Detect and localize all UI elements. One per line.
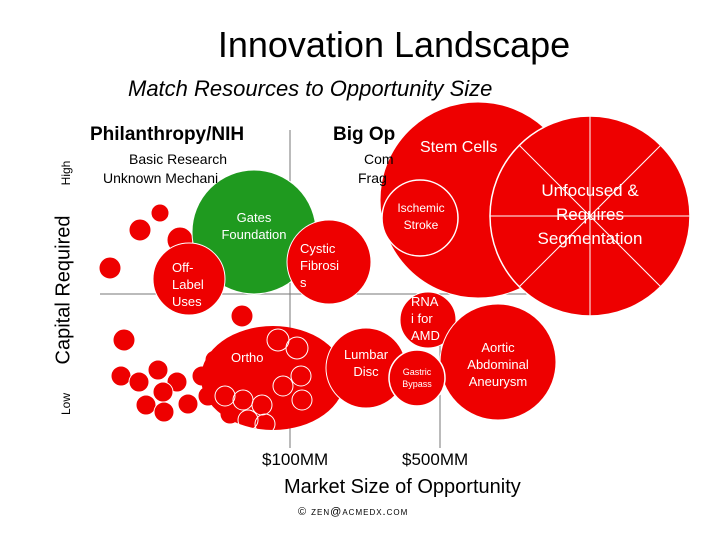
- unfocused-label-1: Unfocused &: [541, 181, 639, 200]
- y-axis-high-label: High: [59, 160, 73, 186]
- cystic-fibrosis-bubble: [286, 219, 372, 305]
- gates-foundation-label-1: Gates: [236, 210, 272, 225]
- aortic-aneurysm-label-1: Aortic: [481, 340, 515, 355]
- small-bubble: [98, 256, 122, 280]
- ischemic-stroke-bubble: [381, 179, 459, 257]
- x-tick-100mm: $100MM: [262, 450, 329, 469]
- stem-cells-label: Stem Cells: [420, 139, 498, 156]
- rnai-amd-label-1: RNA: [411, 294, 439, 309]
- unfocused-label-3: Segmentation: [537, 229, 643, 248]
- cystic-fibrosis-label-2: Fibrosi: [300, 258, 340, 273]
- off-label-label-1: Off-: [172, 260, 194, 275]
- rnai-amd-bubble: [399, 291, 457, 349]
- rnai-amd-label-3: AMD: [411, 328, 440, 343]
- quadrant-top-right-line2: Frag: [358, 170, 387, 186]
- x-tick-500mm: $500MM: [402, 450, 469, 469]
- quadrant-top-left-heading: Philanthropy/NIH: [90, 124, 245, 145]
- small-bubble: [153, 401, 175, 423]
- small-bubble: [177, 393, 199, 415]
- quadrant-top-left-line2: Unknown Mechani: [103, 170, 219, 186]
- y-axis-low-label: Low: [59, 392, 73, 416]
- aortic-aneurysm-label-3: Aneurysm: [468, 374, 528, 389]
- copyright-notice: © zen@acmedx.com: [298, 506, 409, 518]
- aortic-aneurysm-label-2: Abdominal: [467, 357, 529, 372]
- ortho-label: Ortho: [231, 350, 264, 365]
- off-label-label-2: Label: [172, 277, 204, 292]
- gastric-bypass-label-2: Bypass: [402, 379, 432, 389]
- quadrant-top-right-heading: Big Op: [333, 124, 396, 145]
- small-bubble: [128, 371, 150, 393]
- unfocused-label-2: Requires: [555, 205, 625, 224]
- y-axis-label: Capital Required: [52, 215, 75, 365]
- lumbar-disc-label-1: Lumbar: [343, 347, 389, 362]
- small-bubble: [147, 359, 169, 381]
- small-bubble: [230, 304, 254, 328]
- cystic-fibrosis-label-3: s: [300, 275, 307, 290]
- small-bubble: [150, 203, 170, 223]
- off-label-bubble: [152, 242, 226, 316]
- unfocused-segments: [490, 116, 690, 316]
- gastric-bypass-bubble: [388, 349, 446, 407]
- small-bubble: [128, 218, 152, 242]
- off-label-label-3: Uses: [172, 294, 202, 309]
- ischemic-stroke-label-1: Ischemic: [397, 201, 445, 215]
- quadrant-top-left-line1: Basic Research: [129, 151, 228, 167]
- slide-title: Innovation Landscape: [217, 24, 571, 65]
- cystic-fibrosis-label-1: Cystic: [300, 241, 336, 256]
- small-bubble: [135, 394, 157, 416]
- ischemic-stroke-label-2: Stroke: [403, 218, 439, 232]
- x-axis-label: Market Size of Opportunity: [284, 476, 521, 498]
- small-bubble: [152, 381, 174, 403]
- ortho-bubble: [201, 326, 345, 430]
- small-bubble: [112, 328, 136, 352]
- slide-subtitle: Match Resources to Opportunity Size: [128, 76, 493, 101]
- gastric-bypass-label-1: Gastric: [402, 367, 432, 377]
- gates-foundation-label-2: Foundation: [221, 227, 287, 242]
- small-bubble: [110, 365, 132, 387]
- quadrant-top-right-line1: Com: [364, 151, 394, 167]
- rnai-amd-label-2: i for: [411, 311, 433, 326]
- ortho-sub-bubbles: [214, 328, 313, 435]
- lumbar-disc-label-2: Disc: [353, 364, 379, 379]
